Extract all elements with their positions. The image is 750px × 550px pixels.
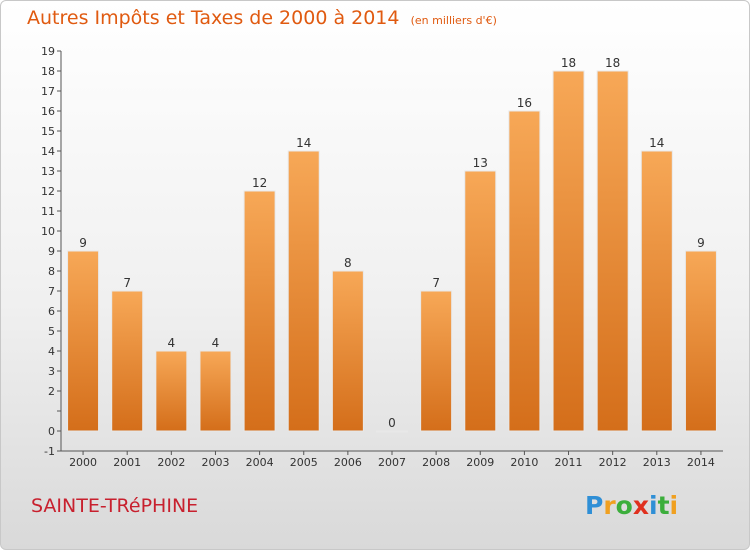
bar-value-label: 9 xyxy=(79,236,87,250)
y-tick-label: 7 xyxy=(48,285,55,298)
y-tick-label: 5 xyxy=(48,325,55,338)
bar xyxy=(155,350,188,432)
x-tick-label: 2007 xyxy=(378,456,406,469)
x-tick-label: 2003 xyxy=(201,456,229,469)
bar-value-label: 14 xyxy=(649,136,664,150)
chart-bars xyxy=(67,70,717,433)
y-tick-label: 8 xyxy=(48,265,55,278)
y-tick-label: 18 xyxy=(41,65,55,78)
bar xyxy=(331,270,364,432)
bar xyxy=(508,110,541,432)
x-tick-label: 2012 xyxy=(599,456,627,469)
bar xyxy=(67,250,100,432)
bar-value-label: 4 xyxy=(212,336,220,350)
logo-letter: i xyxy=(649,491,658,520)
x-tick-label: 2006 xyxy=(334,456,362,469)
bar-value-label: 14 xyxy=(296,136,311,150)
x-tick-label: 2008 xyxy=(422,456,450,469)
logo-letter: r xyxy=(603,491,616,520)
proxiti-logo: Proxiti xyxy=(585,491,678,520)
bar-value-label: 4 xyxy=(168,336,176,350)
chart-value-labels: 9 7 4 4 12 14 8 0 7 13 16 18 18 14 9 xyxy=(79,56,705,430)
y-tick-label: 9 xyxy=(48,245,55,258)
y-tick-label: 11 xyxy=(41,205,55,218)
bar xyxy=(287,150,320,432)
logo-letter: x xyxy=(632,491,649,520)
bar xyxy=(111,290,144,432)
x-tick-label: 2005 xyxy=(290,456,318,469)
logo-letter: t xyxy=(657,491,670,520)
bar-value-label: 0 xyxy=(388,416,396,430)
y-tick-label: -1 xyxy=(44,445,55,458)
y-tick-label: 10 xyxy=(41,225,55,238)
bar-value-label: 18 xyxy=(561,56,576,70)
bar xyxy=(640,150,673,432)
logo-letter: o xyxy=(615,491,633,520)
y-tick-label: 0 xyxy=(48,425,55,438)
bar-value-label: 12 xyxy=(252,176,267,190)
bar xyxy=(376,430,408,433)
commune-name: SAINTE-TRéPHINE xyxy=(31,495,199,517)
x-tick-label: 2000 xyxy=(69,456,97,469)
bar xyxy=(199,350,232,432)
y-tick-label: 17 xyxy=(41,85,55,98)
logo-letter: P xyxy=(585,491,604,520)
x-tick-label: 2010 xyxy=(510,456,538,469)
y-tick-label: 3 xyxy=(48,365,55,378)
x-tick-label: 2011 xyxy=(555,456,583,469)
y-tick-label: 15 xyxy=(41,125,55,138)
x-tick-label: 2002 xyxy=(157,456,185,469)
chart-title: Autres Impôts et Taxes de 2000 à 2014 xyxy=(27,7,400,29)
bar xyxy=(552,70,585,432)
y-tick-label: 19 xyxy=(41,45,55,58)
y-tick-label: 14 xyxy=(41,145,55,158)
bar xyxy=(243,190,276,432)
y-tick-label: 6 xyxy=(48,305,55,318)
bar xyxy=(420,290,453,432)
bar-value-label: 7 xyxy=(432,276,440,290)
y-tick-label: 12 xyxy=(41,185,55,198)
y-tick-label: 2 xyxy=(48,385,55,398)
bar-value-label: 8 xyxy=(344,256,352,270)
bar-value-label: 18 xyxy=(605,56,620,70)
bar-value-label: 9 xyxy=(697,236,705,250)
chart-unit-note: (en milliers d'€) xyxy=(410,14,497,27)
x-tick-label: 2013 xyxy=(643,456,671,469)
x-tick-label: 2001 xyxy=(113,456,141,469)
chart-axes: -1 0 2 3 4 5 6 7 8 9 10 11 12 13 14 15 16 17 18 19 2000 2001 2… xyxy=(41,45,723,469)
bar-value-label: 13 xyxy=(473,156,488,170)
bar-value-label: 7 xyxy=(123,276,131,290)
logo-letter: i xyxy=(669,491,679,520)
bar-value-label: 16 xyxy=(517,96,532,110)
x-tick-label: 2014 xyxy=(687,456,715,469)
bar xyxy=(596,70,629,432)
y-tick-label: 4 xyxy=(48,345,55,358)
x-tick-label: 2004 xyxy=(246,456,274,469)
x-tick-label: 2009 xyxy=(466,456,494,469)
bar xyxy=(464,170,497,432)
y-tick-label: 13 xyxy=(41,165,55,178)
y-tick-label: 16 xyxy=(41,105,55,118)
bar xyxy=(684,250,717,432)
chart-title-group: Autres Impôts et Taxes de 2000 à 2014 (e… xyxy=(27,7,497,29)
